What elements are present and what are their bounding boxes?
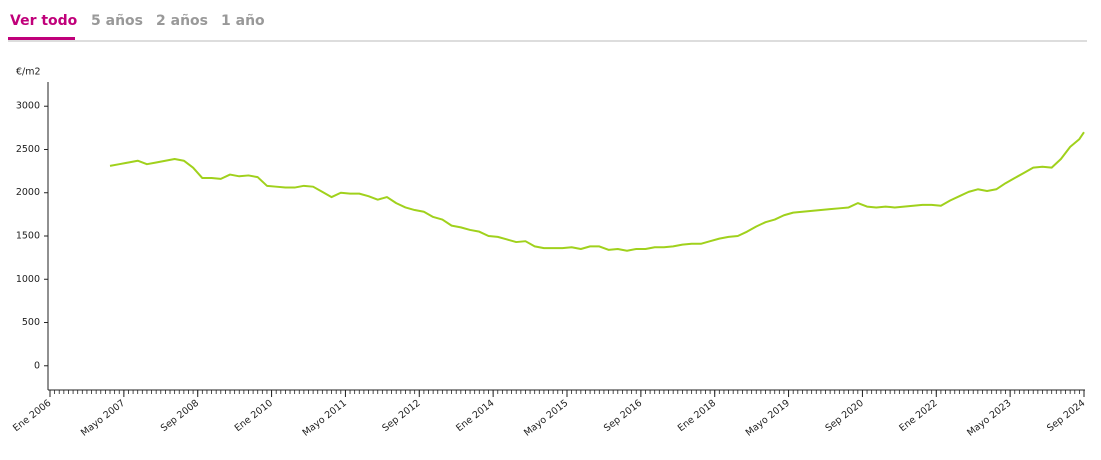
y-tick-label: 500 <box>22 317 40 328</box>
x-tick-label: Sep 2008 <box>159 398 201 434</box>
x-tick-label: Ene 2010 <box>233 398 275 434</box>
y-tick-label: 2000 <box>16 187 40 198</box>
x-tick-label: Ene 2006 <box>11 398 53 434</box>
tab-bar: Ver todo 5 años 2 años 1 año <box>8 0 1087 42</box>
x-tick-label: Mayo 2023 <box>965 398 1013 439</box>
tab[interactable]: 5 años <box>91 13 143 29</box>
tab[interactable]: 1 año <box>221 13 265 29</box>
x-tick-label: Ene 2022 <box>897 398 939 434</box>
y-tick-label: 1000 <box>16 274 40 285</box>
tab[interactable]: 2 años <box>156 13 208 29</box>
x-tick-label: Sep 2020 <box>823 398 865 434</box>
x-tick-label: Mayo 2015 <box>522 398 570 439</box>
x-tick-label: Sep 2024 <box>1045 398 1087 434</box>
y-tick-label: 0 <box>34 360 40 371</box>
y-axis-label: €/m2 <box>16 67 41 78</box>
x-tick-label: Sep 2012 <box>380 398 422 434</box>
x-tick-label: Sep 2016 <box>602 398 644 434</box>
data-line <box>109 131 1085 252</box>
y-tick-label: 2500 <box>16 144 40 155</box>
y-tick-label: 3000 <box>16 101 40 112</box>
y-tick-label: 1500 <box>16 231 40 242</box>
x-tick-label: Mayo 2011 <box>301 398 349 439</box>
tab[interactable]: Ver todo <box>10 13 78 29</box>
x-tick-label: Mayo 2007 <box>79 398 127 439</box>
x-tick-label: Mayo 2019 <box>744 398 792 439</box>
x-tick-label: Ene 2014 <box>454 398 496 434</box>
x-tick-label: Ene 2018 <box>676 398 718 434</box>
active-tab-indicator <box>8 37 75 40</box>
